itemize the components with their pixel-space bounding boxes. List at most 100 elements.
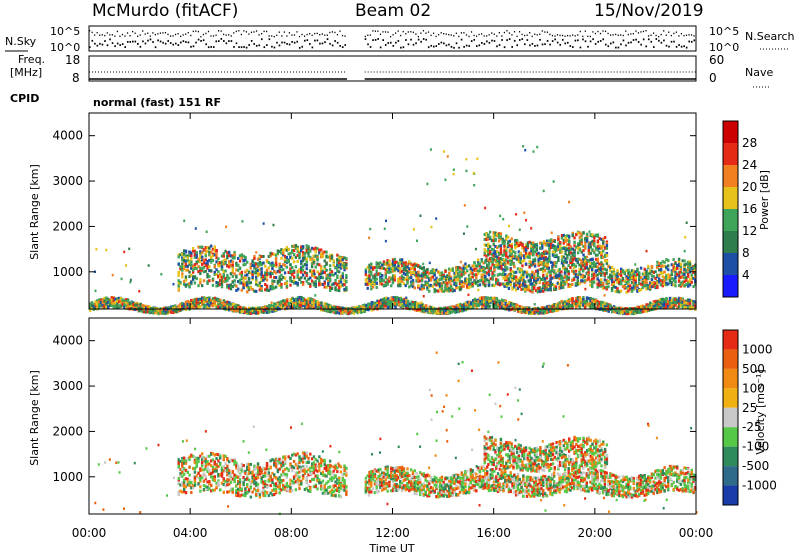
echo-cell xyxy=(215,280,218,284)
nsearch-point xyxy=(531,35,533,38)
echo-cell xyxy=(123,305,126,309)
echo-cell xyxy=(578,300,581,304)
echo-cell xyxy=(300,301,303,305)
echo-cell xyxy=(307,282,310,286)
echo-cell xyxy=(329,305,332,309)
nsky-point xyxy=(417,38,420,41)
echo-cell xyxy=(265,284,269,288)
echo-cell xyxy=(227,284,231,288)
echo-cell xyxy=(312,254,316,258)
echo-cell xyxy=(184,263,188,267)
echo-cell xyxy=(679,301,683,305)
echo-cell xyxy=(439,310,442,314)
echo-cell xyxy=(605,302,609,306)
echo-cell xyxy=(340,308,343,312)
echo-cell xyxy=(328,256,332,260)
echo-cell xyxy=(578,302,581,306)
echo-cell xyxy=(255,311,258,315)
nsky-point xyxy=(89,46,91,49)
echo-cell xyxy=(668,298,672,302)
echo-cell xyxy=(302,304,305,308)
echo-cell xyxy=(327,255,330,259)
nave-tick-low: 0 xyxy=(709,71,717,85)
echo-cell xyxy=(410,304,413,308)
nsearch-point xyxy=(149,35,151,37)
echo-cell xyxy=(119,301,123,305)
echo-cell xyxy=(253,257,256,261)
echo-cell xyxy=(240,256,244,260)
nsky-point xyxy=(286,43,288,45)
echo-cell xyxy=(139,302,142,306)
echo-cell xyxy=(385,304,388,308)
echo-cell xyxy=(443,311,446,315)
echo-cell xyxy=(107,297,110,301)
nsearch-point xyxy=(673,32,675,35)
nsearch-point xyxy=(169,35,172,37)
echo-cell xyxy=(227,254,231,258)
echo-cell xyxy=(607,305,610,309)
echo-cell xyxy=(99,301,103,305)
echo-cell xyxy=(583,303,587,307)
echo-cell xyxy=(190,257,193,261)
echo-cell xyxy=(273,270,276,274)
echo-cell xyxy=(238,278,242,282)
nsearch-point xyxy=(496,35,498,37)
echo-cell xyxy=(181,262,184,266)
echo-cell xyxy=(89,306,92,310)
echo-cell xyxy=(522,309,525,313)
nsearch-point xyxy=(473,34,475,37)
nsearch-point xyxy=(303,35,306,37)
echo-cell xyxy=(280,248,283,252)
echo-cell xyxy=(452,309,455,313)
echo-cell xyxy=(409,276,413,280)
echo-cell xyxy=(401,304,404,308)
echo-cell xyxy=(238,280,242,284)
echo-cell xyxy=(683,303,686,307)
echo-cell xyxy=(328,277,332,281)
nsearch-point xyxy=(612,34,614,36)
echo-cell xyxy=(195,253,198,257)
echo-cell xyxy=(253,310,256,314)
echo-cell xyxy=(266,310,269,314)
echo-cell xyxy=(121,299,124,303)
echo-cell xyxy=(602,303,605,307)
echo-cell xyxy=(211,252,215,256)
echo-cell xyxy=(179,265,182,269)
echo-cell xyxy=(311,301,314,305)
echo-cell xyxy=(251,276,254,280)
echo-cell xyxy=(186,268,189,272)
echo-cell xyxy=(345,273,348,277)
echo-cell xyxy=(143,310,146,314)
echo-cell xyxy=(448,310,451,314)
echo-cell xyxy=(509,302,513,306)
echo-cell xyxy=(497,303,500,307)
echo-cell xyxy=(117,300,121,304)
echo-cell xyxy=(177,262,180,266)
echo-cell xyxy=(265,270,269,274)
nsky-point xyxy=(660,41,663,44)
nsky-point xyxy=(688,40,691,43)
echo-cell xyxy=(330,283,334,287)
echo-cell xyxy=(184,259,188,263)
echo-cell xyxy=(345,309,348,313)
echo-cell xyxy=(464,302,468,306)
echo-cell xyxy=(639,305,643,309)
echo-cell xyxy=(146,305,150,309)
echo-cell xyxy=(260,263,263,267)
nsky-point xyxy=(326,38,329,41)
nsearch-point xyxy=(286,35,288,37)
echo-cell xyxy=(231,308,235,312)
echo-cell xyxy=(668,301,672,305)
nsearch-point xyxy=(321,33,323,35)
echo-cell xyxy=(179,267,182,271)
echo-cell xyxy=(231,263,235,267)
freq-unit: [MHz] xyxy=(10,66,42,79)
echo-cell xyxy=(224,261,227,265)
echo-cell xyxy=(186,264,189,268)
nsearch-point xyxy=(658,35,660,38)
echo-cell xyxy=(213,303,217,307)
echo-cell xyxy=(90,304,94,308)
echo-cell xyxy=(208,246,211,250)
echo-cell xyxy=(181,305,184,309)
nsky-point xyxy=(134,40,137,43)
